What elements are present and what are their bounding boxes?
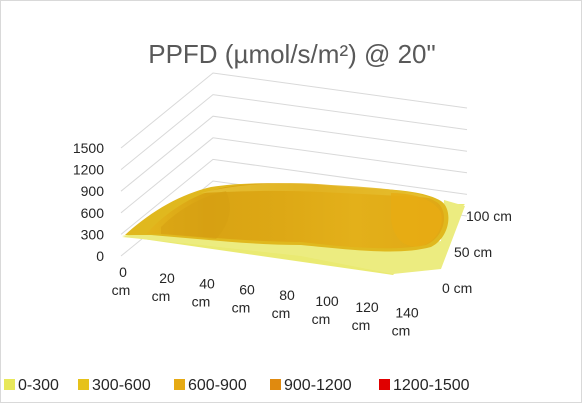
legend-item-900-1200: 900-1200 bbox=[270, 377, 352, 394]
z-tick-0: 0 bbox=[96, 248, 104, 264]
x-tick-value: 140 bbox=[395, 305, 419, 321]
z-axis-ticks: 0 300 600 900 1200 1500 bbox=[73, 140, 104, 264]
x-tick-value: 0 bbox=[119, 264, 127, 280]
x-tick-unit: cm bbox=[192, 294, 211, 310]
z-tick-900: 900 bbox=[81, 183, 105, 199]
x-tick-value: 20 bbox=[159, 270, 175, 286]
x-tick-unit: cm bbox=[272, 305, 291, 321]
y-axis-ticks: 0 cm 50 cm 100 cm bbox=[442, 208, 512, 296]
legend-swatch bbox=[78, 379, 89, 390]
x-tick-unit: cm bbox=[392, 323, 411, 339]
y-tick-0-cm: 0 cm bbox=[442, 280, 472, 296]
x-tick-value: 80 bbox=[279, 287, 295, 303]
x-tick-80: 80 cm bbox=[272, 287, 295, 321]
x-tick-value: 100 bbox=[315, 293, 339, 309]
x-tick-value: 40 bbox=[199, 276, 215, 292]
x-tick-unit: cm bbox=[112, 282, 131, 298]
x-tick-value: 60 bbox=[239, 281, 255, 297]
x-tick-0: 0 cm bbox=[112, 264, 131, 298]
z-tick-300: 300 bbox=[81, 226, 105, 242]
x-tick-60: 60 cm bbox=[232, 281, 255, 315]
gridline-z-300 bbox=[120, 158, 468, 235]
legend-item-0-300: 0-300 bbox=[4, 377, 59, 394]
legend-label: 600-900 bbox=[188, 377, 247, 394]
y-tick-50-cm: 50 cm bbox=[454, 244, 492, 260]
legend-label: 900-1200 bbox=[284, 377, 352, 394]
legend-swatch bbox=[4, 379, 15, 390]
z-tick-1200: 1200 bbox=[73, 162, 104, 178]
legend-item-300-600: 300-600 bbox=[78, 377, 151, 394]
x-tick-value: 120 bbox=[355, 299, 379, 315]
x-tick-40: 40 cm bbox=[192, 276, 215, 310]
legend-item-600-900: 600-900 bbox=[174, 377, 247, 394]
legend-swatch bbox=[270, 379, 281, 390]
x-tick-unit: cm bbox=[312, 311, 331, 327]
surface-band-0-300-front bbox=[122, 200, 465, 274]
legend: 0-300 300-600 600-900 900-1200 1200-1500 bbox=[4, 377, 470, 394]
legend-swatch bbox=[174, 379, 185, 390]
legend-swatch bbox=[379, 379, 390, 390]
z-tick-1500: 1500 bbox=[73, 140, 104, 156]
surface-shadow-left bbox=[161, 191, 230, 239]
gridline-z-1200 bbox=[120, 94, 468, 170]
legend-item-1200-1500: 1200-1500 bbox=[379, 377, 470, 394]
x-tick-unit: cm bbox=[352, 317, 371, 333]
x-tick-20: 20 cm bbox=[152, 270, 175, 304]
surface-top-sheen bbox=[201, 183, 431, 198]
x-tick-100: 100 cm bbox=[312, 293, 339, 327]
x-tick-unit: cm bbox=[152, 288, 171, 304]
surface-highlight-right bbox=[391, 193, 442, 247]
x-tick-unit: cm bbox=[232, 299, 251, 315]
gridline-z-900 bbox=[120, 115, 468, 192]
legend-label: 300-600 bbox=[92, 377, 151, 394]
chart-title: PPFD (µmol/s/m²) @ 20" bbox=[148, 39, 436, 69]
y-tick-100-cm: 100 cm bbox=[466, 208, 512, 224]
gridline-z-1500 bbox=[120, 72, 468, 149]
x-tick-140: 140 cm bbox=[392, 305, 419, 339]
gridline-z-600 bbox=[120, 137, 468, 214]
z-tick-600: 600 bbox=[81, 205, 105, 221]
legend-label: 0-300 bbox=[18, 377, 59, 394]
x-axis-ticks: 0 cm 20 cm 40 cm 60 cm 80 cm 100 cm 120 cm 140 cm bbox=[112, 264, 419, 339]
legend-label: 1200-1500 bbox=[393, 377, 470, 394]
surface bbox=[122, 183, 465, 275]
x-tick-120: 120 cm bbox=[352, 299, 379, 333]
